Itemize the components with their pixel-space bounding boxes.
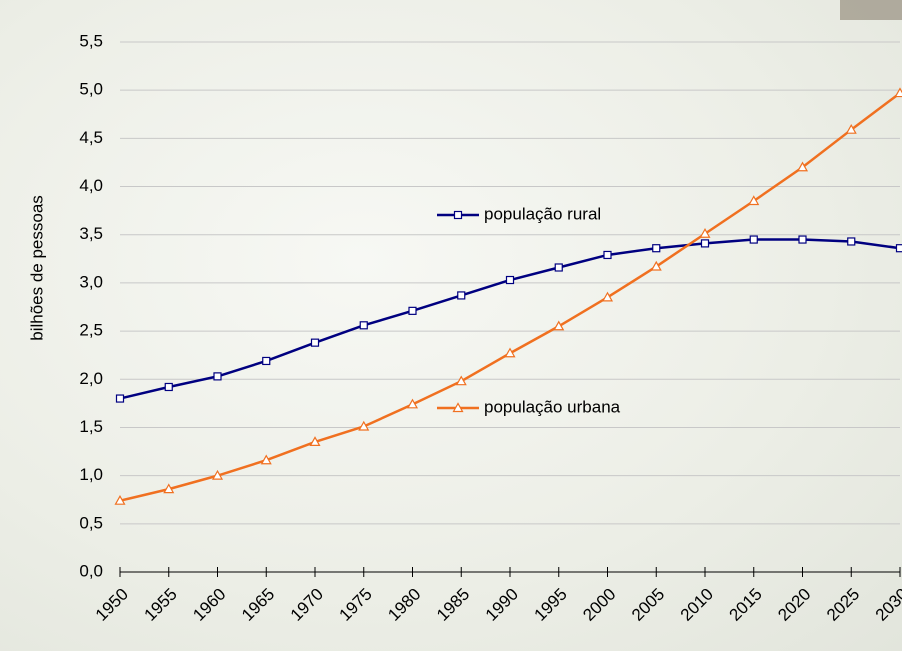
- x-tick-label: 1955: [141, 585, 181, 625]
- y-tick-label: 3,0: [79, 272, 103, 291]
- x-tick-label: 2020: [774, 585, 814, 625]
- x-tick-label: 2010: [677, 585, 717, 625]
- x-tick-label: 1980: [384, 585, 424, 625]
- x-tick-label: 1950: [92, 585, 132, 625]
- x-tick-label: 2005: [628, 585, 668, 625]
- point: [455, 212, 462, 219]
- y-tick-label: 4,5: [79, 128, 103, 147]
- x-tick-label: 1965: [238, 585, 278, 625]
- x-tick-label: 2030: [872, 585, 902, 625]
- line: [120, 240, 900, 399]
- x-tick-label: 2025: [823, 585, 863, 625]
- y-tick-label: 2,5: [79, 321, 103, 340]
- point: [214, 373, 221, 380]
- y-tick-label: 5,0: [79, 80, 103, 99]
- y-axis-label: bilhões de pessoas: [27, 195, 46, 341]
- x-tick-label: 1970: [287, 585, 327, 625]
- x-tick-label: 1960: [189, 585, 229, 625]
- point: [458, 292, 465, 299]
- x-tick-label: 2000: [579, 585, 619, 625]
- chart: bilhões de pessoas 0,0 0,5 1,0 1,5 2,0 2,5 3,0…: [0, 0, 902, 651]
- y-tick-label: 4,0: [79, 176, 103, 195]
- point: [799, 236, 806, 243]
- background-patch: [840, 0, 902, 20]
- point: [263, 357, 270, 364]
- y-tick-label: 0,5: [79, 513, 103, 532]
- y-tick-label: 1,0: [79, 465, 103, 484]
- point: [312, 339, 319, 346]
- point: [897, 245, 902, 252]
- point: [409, 307, 416, 314]
- y-tick-label: 5,5: [79, 31, 103, 50]
- point: [507, 277, 514, 284]
- point: [117, 395, 124, 402]
- legend-label: população rural: [484, 204, 601, 223]
- point: [702, 240, 709, 247]
- point: [165, 383, 172, 390]
- point: [604, 251, 611, 258]
- x-tick-label: 1985: [433, 585, 473, 625]
- x-tick-label: 2015: [726, 585, 766, 625]
- y-tick-label: 0,0: [79, 561, 103, 580]
- point: [555, 264, 562, 271]
- point: [750, 236, 757, 243]
- legend-label: população urbana: [484, 397, 621, 416]
- line: [120, 93, 900, 501]
- x-tick-label: 1995: [531, 585, 571, 625]
- point: [653, 245, 660, 252]
- x-tick-label: 1975: [336, 585, 376, 625]
- x-tick-label: 1990: [482, 585, 522, 625]
- point: [360, 322, 367, 329]
- y-tick-label: 1,5: [79, 417, 103, 436]
- y-tick-label: 3,5: [79, 224, 103, 243]
- point: [848, 238, 855, 245]
- y-tick-label: 2,0: [79, 369, 103, 388]
